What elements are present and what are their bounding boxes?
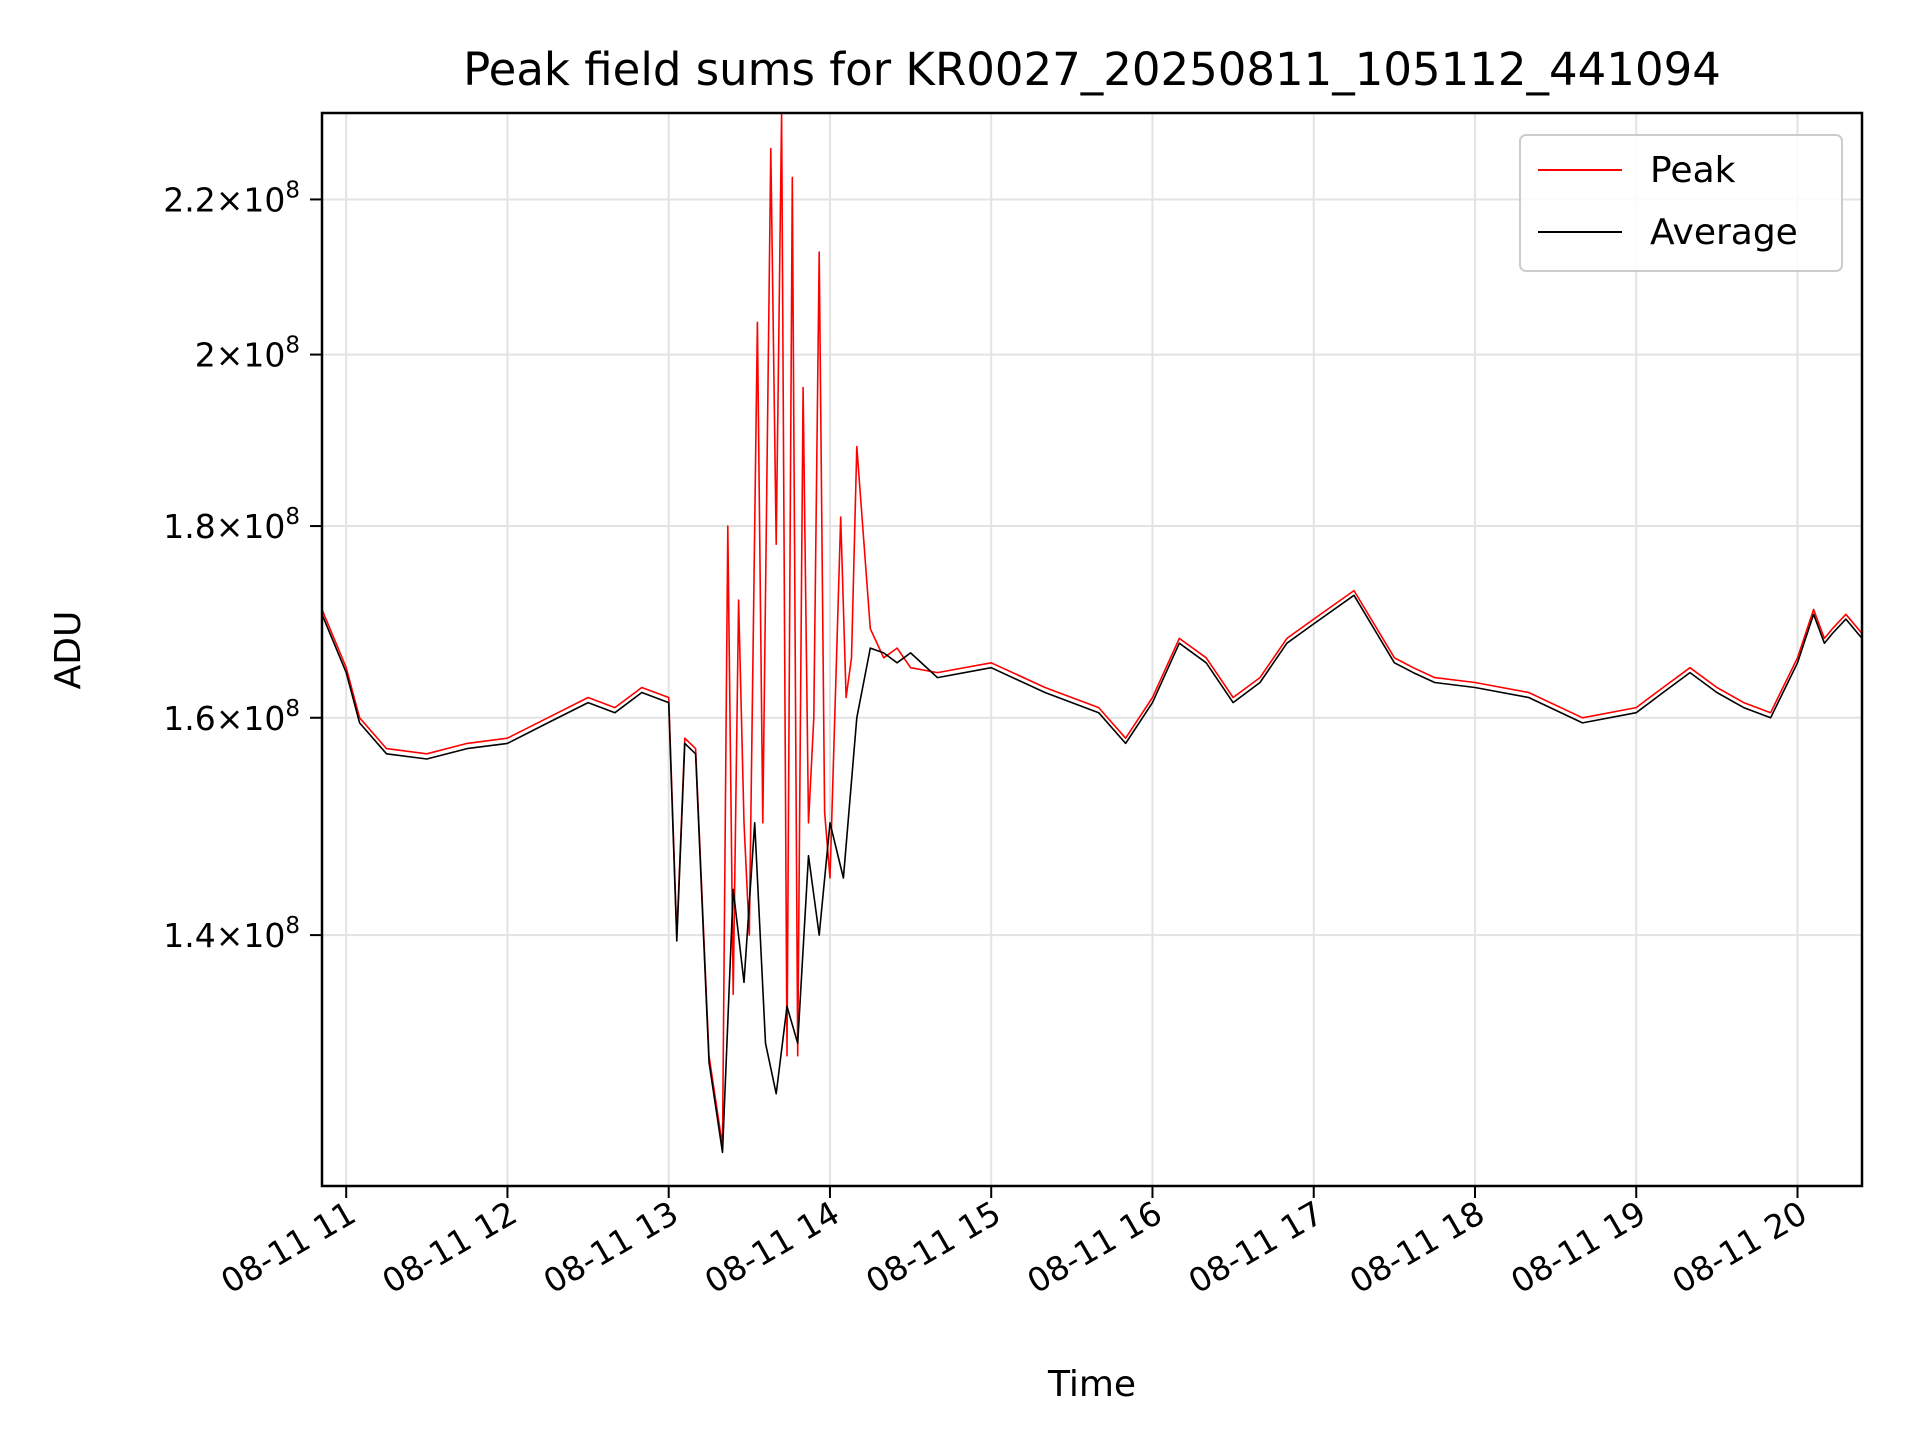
y-axis: 1.4×108 1.6×108 1.8×108 2×108 2.2×108 xyxy=(163,177,322,955)
series-line-average xyxy=(321,594,1863,1154)
legend-peak-label: Peak xyxy=(1650,150,1736,191)
legend: Peak Average xyxy=(1519,134,1843,272)
y-tick-label: 1.8×108 xyxy=(163,504,300,546)
chart-title: Peak field sums for KR0027_20250811_1051… xyxy=(463,43,1721,96)
y-tick-label: 2.2×108 xyxy=(163,177,300,219)
y-tick-label: 1.4×108 xyxy=(163,913,300,955)
y-tick-label: 2×108 xyxy=(195,333,300,375)
plot-frame xyxy=(320,111,1864,1188)
y-tick-label: 1.6×108 xyxy=(163,696,300,738)
series-layer xyxy=(321,112,1863,1154)
y-axis-label: ADU xyxy=(48,611,89,690)
x-axis-label: Time xyxy=(1047,1364,1136,1405)
grid xyxy=(322,113,1862,1186)
legend-average-label: Average xyxy=(1650,212,1798,253)
